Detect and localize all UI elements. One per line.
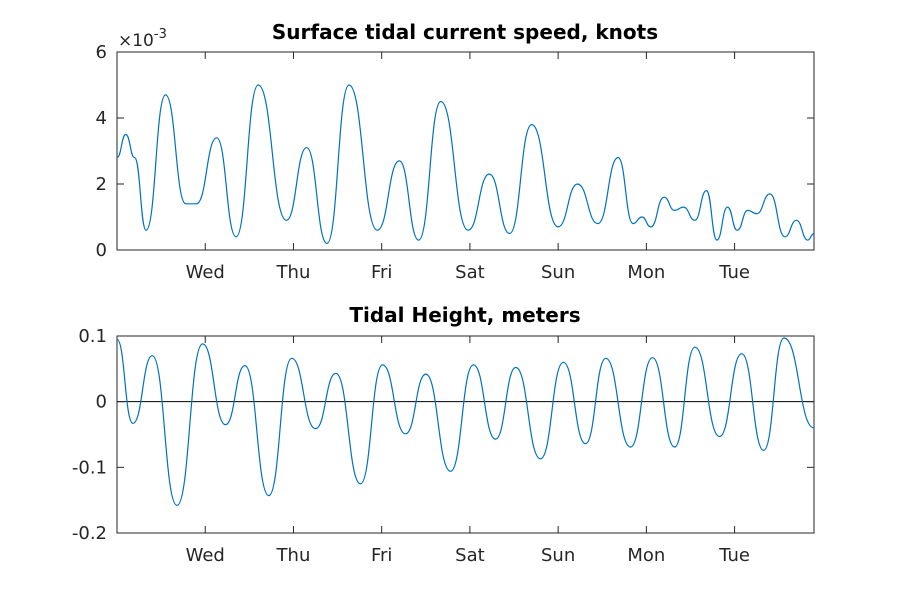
y-tick-label: -0.1 [72, 457, 107, 478]
x-tick-label: Sun [541, 545, 575, 566]
axes-frame [116, 335, 815, 534]
y-tick-label: 4 [96, 108, 107, 129]
x-tick-label: Sat [455, 262, 485, 283]
current-speed-title: Surface tidal current speed, knots [272, 20, 658, 44]
x-tick-label: Thu [276, 545, 311, 566]
y-tick-label: 2 [96, 174, 107, 195]
x-tick-label: Mon [627, 545, 665, 566]
y-tick-label: 0 [96, 392, 107, 413]
x-tick-label: Sun [541, 262, 575, 283]
axes-frame [116, 51, 815, 251]
x-tick-label: Mon [627, 262, 665, 283]
x-tick-label: Fri [371, 545, 392, 566]
x-tick-label: Tue [718, 545, 750, 566]
x-tick-label: Tue [718, 262, 750, 283]
y-tick-label: 0.1 [78, 326, 107, 347]
series-line [116, 84, 815, 245]
y-multiplier-label: ×10-3 [118, 27, 167, 51]
tidal-height-title: Tidal Height, meters [349, 303, 580, 327]
tidal-height-axes: Tidal Height, meters -0.2 -0.1 0 0.1 Wed Thu F… [72, 303, 815, 566]
x-tick-label: Thu [276, 262, 311, 283]
y-tick-label: 0 [96, 240, 107, 261]
current-speed-axes: Surface tidal current speed, knots ×10-3… [96, 20, 815, 283]
y-tick-label: 6 [96, 42, 107, 63]
y-tick-label: -0.2 [72, 523, 107, 544]
x-tick-label: Wed [186, 545, 225, 566]
series-line [116, 337, 815, 507]
y-multiplier-exponent: -3 [154, 27, 167, 42]
x-tick-label: Sat [455, 545, 485, 566]
x-tick-label: Fri [371, 262, 392, 283]
x-tick-label: Wed [186, 262, 225, 283]
y-multiplier-base: ×10 [118, 31, 154, 51]
